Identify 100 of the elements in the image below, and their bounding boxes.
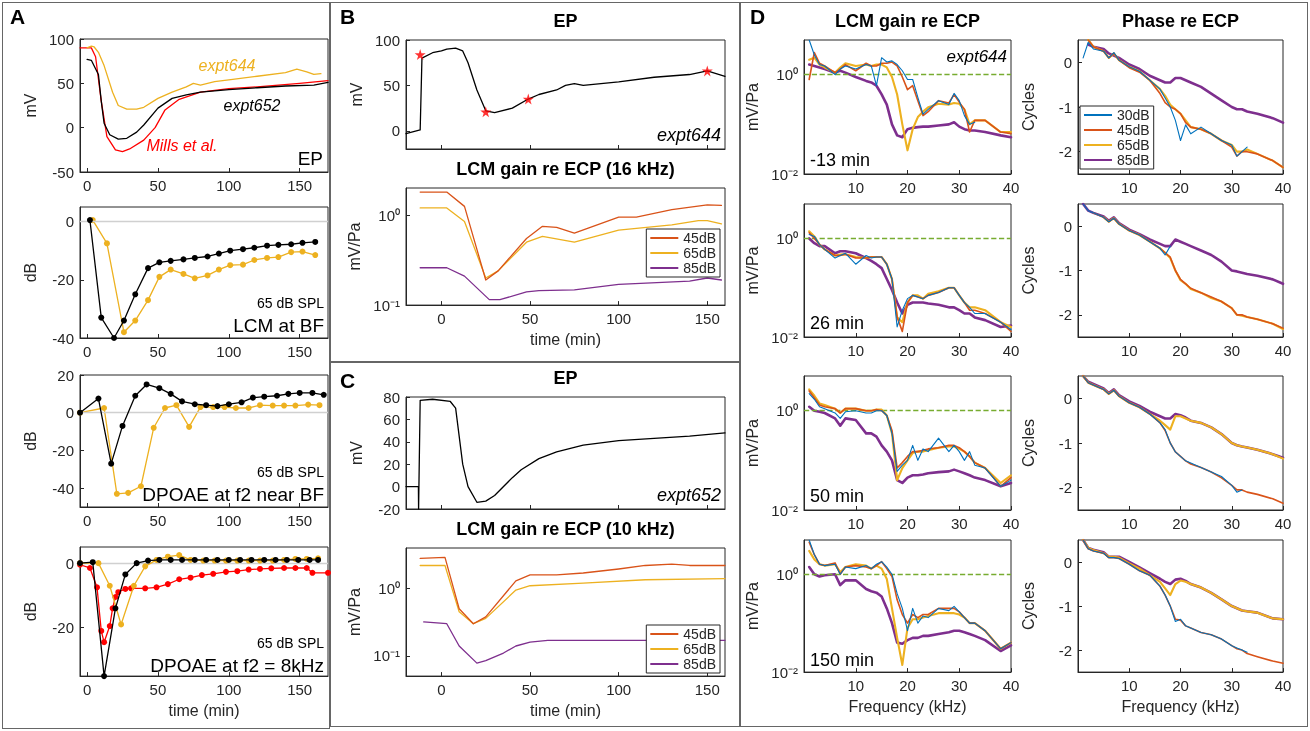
chart-title: LCM gain re ECP (10 kHz) — [456, 519, 675, 539]
x-tick-label: 10 — [847, 342, 865, 359]
x-tick-label: 0 — [82, 343, 92, 360]
text: B — [340, 4, 356, 28]
y-axis-title: dB — [21, 262, 39, 283]
x-tick-label: 10 — [1120, 677, 1138, 695]
y-axis-title: mV/Pa — [743, 246, 761, 295]
y-tick-label: -1 — [1058, 434, 1072, 452]
x-tick-label: 100 — [216, 177, 242, 194]
y-tick-label: 20 — [57, 366, 74, 384]
x-tick-label: 10 — [1120, 342, 1138, 359]
annotation: 65 dB SPL — [257, 635, 325, 651]
x-tick-label: 0 — [437, 681, 446, 699]
y-tick-label: 10⁻² — [771, 328, 798, 346]
y-tick-label: -1 — [1058, 262, 1072, 279]
annotation: 50 min — [810, 486, 865, 506]
x-axis-title: time (min) — [168, 701, 240, 719]
y-tick-label: -2 — [1058, 143, 1072, 161]
x-tick-label: 50 — [149, 512, 167, 529]
legend-label: 85dB — [1117, 152, 1150, 168]
x-tick-label: 150 — [694, 681, 720, 699]
y-tick-label: 10⁻² — [771, 501, 798, 519]
y-tick-label: 100 — [48, 30, 74, 48]
y-tick-label: 10⁻² — [771, 165, 798, 183]
y-tick-label: 50 — [57, 74, 74, 92]
y-tick-label: -40 — [52, 479, 74, 497]
x-tick-label: 100 — [216, 343, 242, 360]
annotation: EP — [297, 147, 323, 169]
y-tick-label: 100 — [374, 31, 400, 49]
y-axis-title: mV/Pa — [345, 222, 363, 271]
x-tick-label: 0 — [82, 681, 92, 699]
legend-label: 65dB — [683, 245, 717, 261]
legend-label: 65dB — [1117, 137, 1150, 153]
y-tick-label: 10⁰ — [378, 580, 400, 598]
y-axis-title: mV/Pa — [743, 581, 761, 631]
chart-title: LCM gain re ECP (16 kHz) — [456, 159, 675, 179]
x-tick-label: 10 — [847, 677, 865, 695]
x-tick-label: 20 — [1172, 342, 1189, 359]
y-tick-label: 40 — [383, 433, 400, 451]
y-tick-label: 0 — [391, 478, 400, 496]
x-tick-label: 10 — [1120, 515, 1138, 532]
x-tick-label: 0 — [437, 310, 446, 328]
x-tick-label: 50 — [149, 681, 167, 699]
y-tick-label: 50 — [383, 76, 400, 94]
y-tick-label: 10⁻² — [771, 663, 798, 681]
x-tick-label: 50 — [149, 343, 167, 360]
x-tick-label: 30 — [950, 677, 968, 695]
x-tick-label: 40 — [1274, 515, 1292, 532]
x-tick-label: 150 — [287, 343, 313, 360]
y-axis-title: dB — [21, 431, 39, 451]
x-tick-label: 100 — [216, 681, 242, 699]
x-tick-label: 40 — [1002, 515, 1020, 532]
text: C — [340, 368, 356, 392]
y-tick-label: 0 — [65, 404, 74, 422]
y-axis-title: dB — [21, 601, 39, 622]
y-tick-label: 10⁻¹ — [373, 296, 400, 314]
annotation: 65 dB SPL — [257, 464, 325, 480]
y-tick-label: -2 — [1058, 306, 1072, 324]
y-tick-label: 0 — [65, 213, 74, 231]
x-tick-label: 150 — [287, 512, 313, 529]
x-tick-label: 30 — [950, 515, 968, 532]
y-tick-label: 0 — [65, 554, 74, 572]
x-tick-label: 30 — [950, 179, 968, 196]
y-tick-label: 20 — [383, 455, 400, 473]
y-axis-title: Cycles — [1019, 82, 1037, 132]
legend-label: 85dB — [683, 656, 717, 672]
y-axis-title: Cycles — [1019, 582, 1037, 631]
y-axis-title: mV — [21, 93, 39, 118]
y-axis-title: mV — [347, 82, 365, 107]
legend-label: 30dB — [1117, 107, 1150, 123]
x-tick-label: 50 — [521, 310, 539, 328]
x-tick-label: 30 — [1223, 515, 1241, 532]
x-tick-label: 150 — [287, 681, 313, 699]
y-axis-title: Cycles — [1019, 418, 1037, 468]
y-axis-title: Cycles — [1019, 246, 1037, 295]
y-tick-label: 0 — [391, 122, 400, 140]
legend-label: 45dB — [683, 230, 717, 246]
chart-title: Phase re ECP — [1121, 11, 1240, 31]
x-tick-label: 40 — [1002, 342, 1020, 359]
y-tick-label: 10⁰ — [378, 206, 400, 224]
text: A — [10, 4, 26, 28]
x-tick-label: 0 — [82, 512, 92, 529]
series-label: expt652 — [223, 96, 281, 114]
legend-label: 45dB — [1117, 122, 1150, 138]
y-tick-label: -20 — [378, 500, 400, 518]
y-tick-label: 10⁰ — [776, 565, 798, 583]
y-tick-label: 0 — [1063, 53, 1072, 71]
annotation: expt644 — [656, 125, 721, 145]
y-axis-title: mV/Pa — [743, 418, 761, 468]
series-label: expt644 — [198, 56, 256, 74]
x-tick-label: 150 — [287, 177, 313, 194]
x-tick-label: 20 — [1172, 677, 1189, 695]
x-axis-title: time (min) — [529, 701, 602, 719]
y-tick-label: 10⁰ — [776, 402, 798, 420]
chart-title: EP — [553, 368, 578, 388]
x-tick-label: 50 — [521, 681, 539, 699]
chart-title: EP — [553, 11, 578, 31]
x-tick-label: 40 — [1274, 677, 1292, 695]
y-tick-label: 10⁰ — [776, 229, 798, 247]
x-tick-label: 0 — [82, 177, 92, 194]
